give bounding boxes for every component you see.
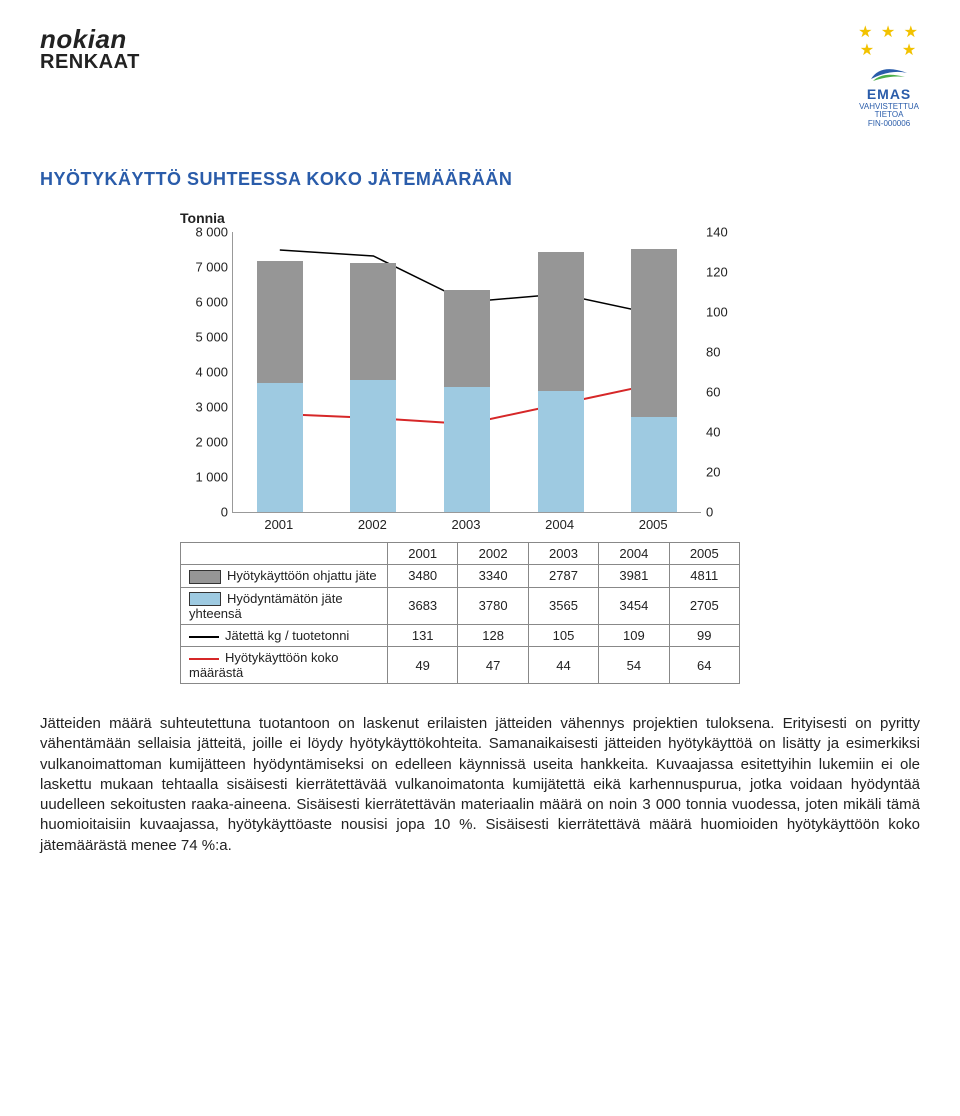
- bar-segment-top: [631, 249, 677, 417]
- x-tick: 2002: [358, 517, 387, 532]
- x-tick: 2001: [264, 517, 293, 532]
- stacked-bar: [257, 261, 303, 512]
- legend-swatch-icon: [189, 592, 221, 606]
- legend-year-header: 2001: [388, 542, 458, 564]
- plot-region: [232, 232, 701, 513]
- legend-corner: [181, 542, 388, 564]
- x-tick: 2004: [545, 517, 574, 532]
- legend-value: 109: [599, 625, 669, 647]
- y-left-tick: 8 000: [180, 224, 228, 239]
- x-tick: 2005: [639, 517, 668, 532]
- legend-year-header: 2005: [669, 542, 739, 564]
- y-left-tick: 7 000: [180, 259, 228, 274]
- y-left-tick: 0: [180, 504, 228, 519]
- legend-value: 49: [388, 647, 458, 684]
- legend-value: 3565: [528, 587, 598, 625]
- bar-segment-bottom: [538, 391, 584, 512]
- y-right-tick: 80: [706, 344, 740, 359]
- bar-segment-top: [350, 263, 396, 380]
- bar-segment-top: [538, 252, 584, 391]
- stacked-bar: [350, 263, 396, 512]
- legend-row-label: Hyötykäyttöön koko määrästä: [181, 647, 388, 684]
- page-root: nokian RENKAAT ★ ★ ★★ ★ EMAS VAHVISTETTU…: [0, 0, 960, 896]
- legend-label-text: Hyötykäyttöön ohjattu jäte: [227, 568, 377, 583]
- emas-stars-icon: ★ ★ ★★ ★: [858, 24, 920, 59]
- y-left-tick: 1 000: [180, 469, 228, 484]
- legend-year-header: 2004: [599, 542, 669, 564]
- company-logo: nokian RENKAAT: [40, 24, 140, 74]
- x-tick: 2003: [452, 517, 481, 532]
- legend-value: 47: [458, 647, 528, 684]
- y-right-tick: 60: [706, 384, 740, 399]
- legend-year-header: 2002: [458, 542, 528, 564]
- y-right-tick: 20: [706, 464, 740, 479]
- chart-area: 01 0002 0003 0004 0005 0006 0007 0008 00…: [180, 232, 740, 532]
- y-left-tick: 5 000: [180, 329, 228, 344]
- stacked-bar: [631, 249, 677, 512]
- bar-segment-top: [257, 261, 303, 383]
- legend-line-icon: [189, 636, 219, 638]
- emas-swoosh-icon: [858, 61, 920, 85]
- legend-value: 99: [669, 625, 739, 647]
- y-right-tick: 0: [706, 504, 740, 519]
- legend-value: 3780: [458, 587, 528, 625]
- bar-segment-bottom: [444, 387, 490, 512]
- emas-word: EMAS: [858, 87, 920, 102]
- legend-label-text: Hyötykäyttöön koko määrästä: [189, 650, 338, 680]
- legend-value: 2705: [669, 587, 739, 625]
- legend-value: 4811: [669, 564, 739, 587]
- legend-value: 3340: [458, 564, 528, 587]
- legend-row-label: Jätettä kg / tuotetonni: [181, 625, 388, 647]
- legend-row-label: Hyötykäyttöön ohjattu jäte: [181, 564, 388, 587]
- y-left-tick: 2 000: [180, 434, 228, 449]
- stacked-bar: [444, 290, 490, 512]
- waste-chart: Tonnia 0 1 000 2 000 3 000 4 000 5 000 6 000 7 …: [180, 210, 740, 684]
- section-title: HYÖTYKÄYTTÖ SUHTEESSA KOKO JÄTEMÄÄRÄÄN: [40, 169, 920, 190]
- legend-value: 3454: [599, 587, 669, 625]
- emas-caption-3: FIN-000006: [858, 120, 920, 129]
- y-right-tick: 120: [706, 264, 740, 279]
- bar-segment-bottom: [257, 383, 303, 512]
- legend-value: 128: [458, 625, 528, 647]
- legend-value: 105: [528, 625, 598, 647]
- legend-line-icon: [189, 658, 219, 660]
- legend-value: 64: [669, 647, 739, 684]
- bar-segment-top: [444, 290, 490, 388]
- y-left-tick: 3 000: [180, 399, 228, 414]
- y-right-tick: 100: [706, 304, 740, 319]
- legend-swatch-icon: [189, 570, 221, 584]
- legend-value: 3480: [388, 564, 458, 587]
- legend-table: 20012002200320042005 Hyötykäyttöön ohjatt…: [180, 542, 740, 684]
- bar-segment-bottom: [631, 417, 677, 512]
- body-paragraph: Jätteiden määrä suhteutettuna tuotantoon…: [40, 714, 920, 856]
- legend-value: 2787: [528, 564, 598, 587]
- page-header: nokian RENKAAT ★ ★ ★★ ★ EMAS VAHVISTETTU…: [40, 24, 920, 129]
- stacked-bar: [538, 252, 584, 512]
- legend-value: 3683: [388, 587, 458, 625]
- legend-year-header: 2003: [528, 542, 598, 564]
- y-axis-title: Tonnia: [180, 210, 740, 226]
- legend-row-label: Hyödyntämätön jäte yhteensä: [181, 587, 388, 625]
- legend-value: 54: [599, 647, 669, 684]
- logo-word-2: RENKAAT: [40, 51, 140, 74]
- legend-value: 44: [528, 647, 598, 684]
- emas-badge: ★ ★ ★★ ★ EMAS VAHVISTETTUA TIETOA FIN-00…: [858, 24, 920, 129]
- y-left-tick: 4 000: [180, 364, 228, 379]
- y-left-tick: 6 000: [180, 294, 228, 309]
- legend-value: 3981: [599, 564, 669, 587]
- bar-segment-bottom: [350, 380, 396, 512]
- legend-label-text: Jätettä kg / tuotetonni: [225, 628, 349, 643]
- legend-value: 131: [388, 625, 458, 647]
- y-right-tick: 140: [706, 224, 740, 239]
- y-right-tick: 40: [706, 424, 740, 439]
